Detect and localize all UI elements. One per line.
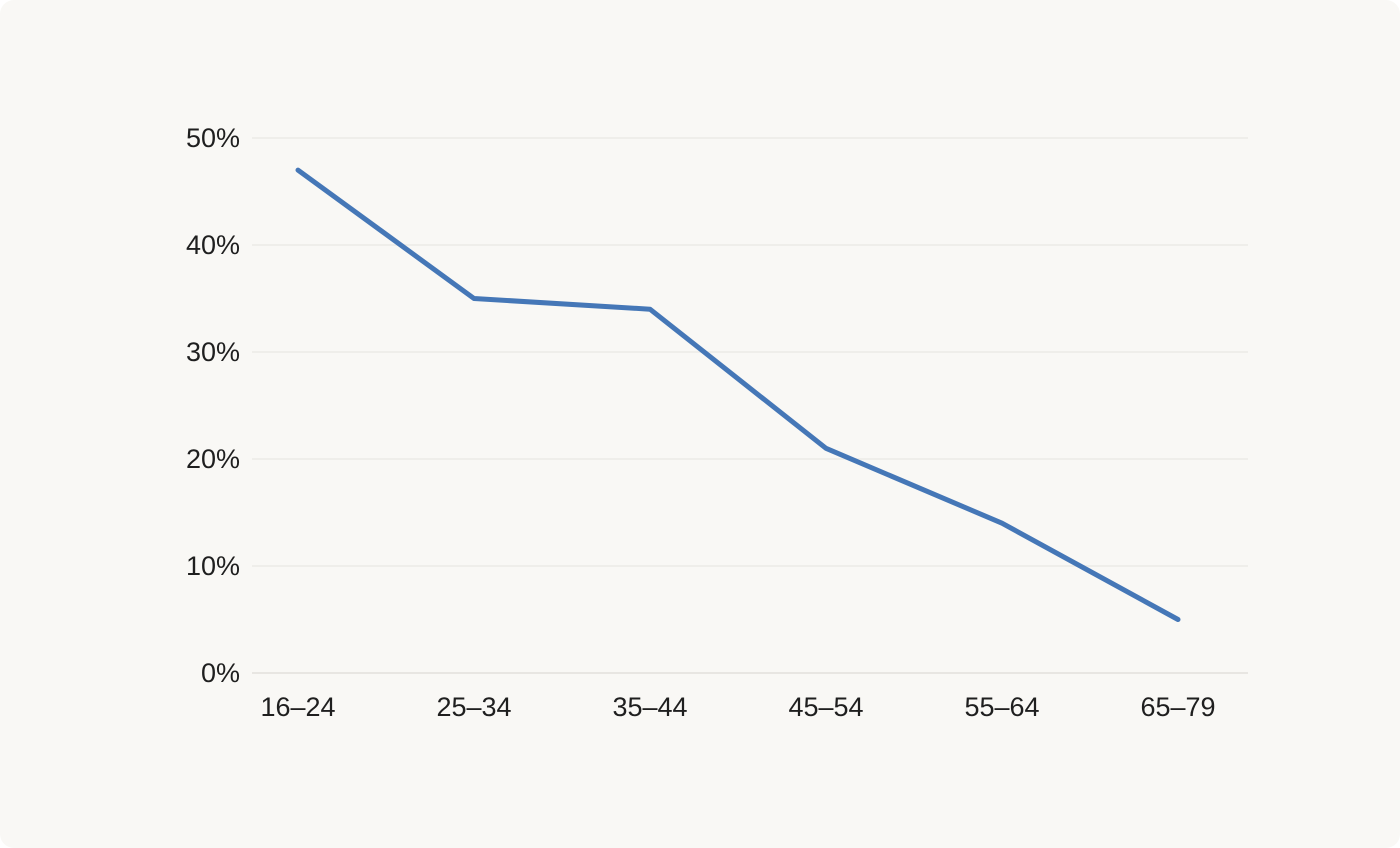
y-axis-tick-label: 0% xyxy=(201,658,240,688)
x-axis-tick-label: 55–64 xyxy=(964,692,1039,722)
x-axis-tick-label: 45–54 xyxy=(788,692,863,722)
data-line-series xyxy=(295,167,1181,622)
y-axis-tick-label: 30% xyxy=(186,337,240,367)
x-axis-tick-label: 65–79 xyxy=(1140,692,1215,722)
y-axis-tick-label: 50% xyxy=(186,123,240,153)
x-axis-tick-label: 25–34 xyxy=(436,692,511,722)
y-axis-tick-label: 20% xyxy=(186,444,240,474)
x-axis-tick-label: 16–24 xyxy=(260,692,335,722)
y-axis-tick-label: 40% xyxy=(186,230,240,260)
y-axis-tick-label: 10% xyxy=(186,551,240,581)
x-axis-tick-label: 35–44 xyxy=(612,692,687,722)
